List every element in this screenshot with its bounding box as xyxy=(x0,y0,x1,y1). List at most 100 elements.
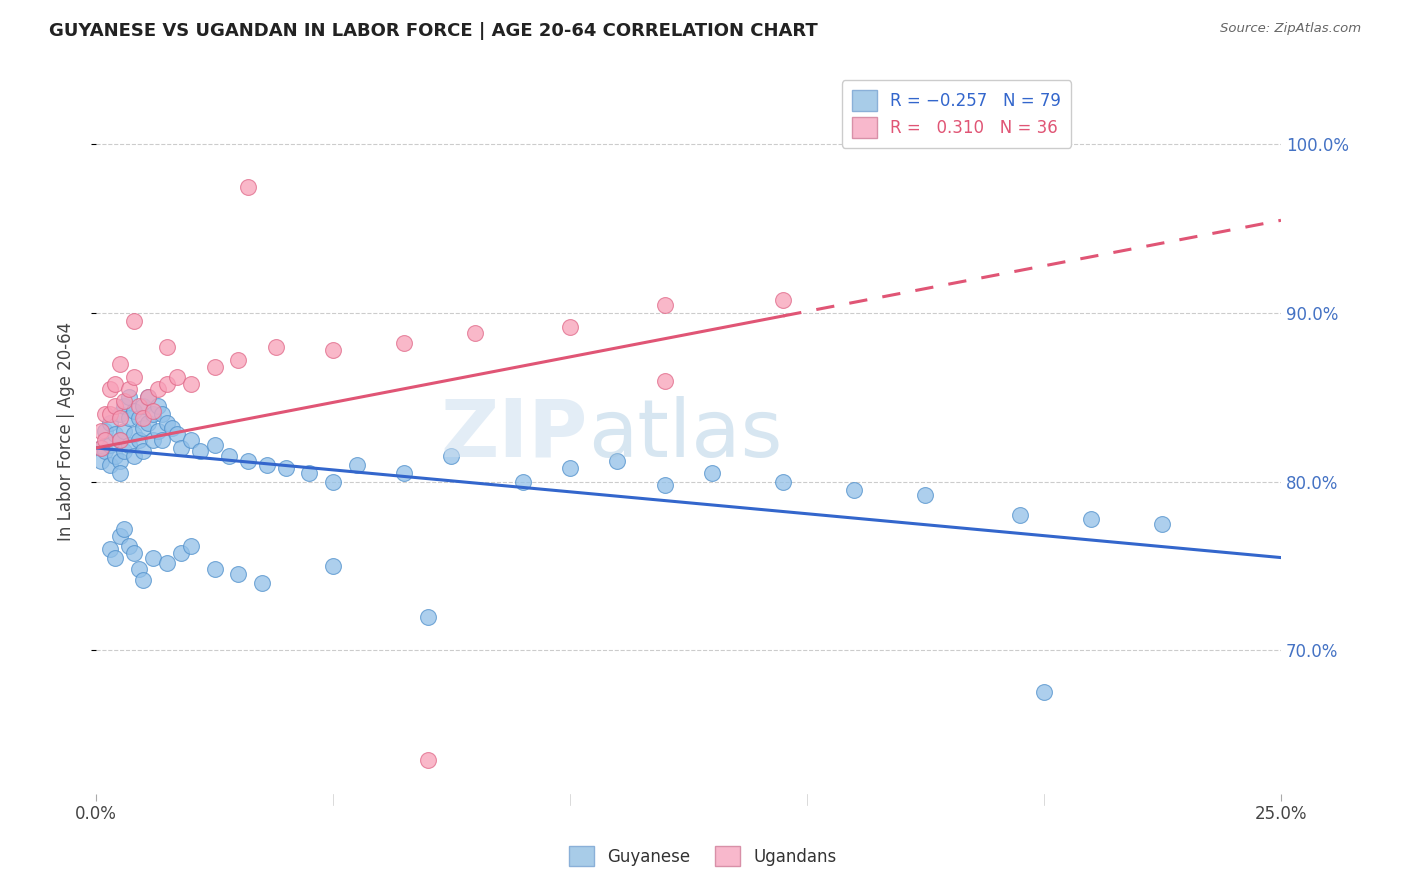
Point xyxy=(128,562,150,576)
Point xyxy=(104,450,127,464)
Point xyxy=(346,458,368,472)
Point xyxy=(236,179,259,194)
Point xyxy=(132,410,155,425)
Point xyxy=(132,573,155,587)
Point xyxy=(122,404,145,418)
Y-axis label: In Labor Force | Age 20-64: In Labor Force | Age 20-64 xyxy=(58,321,75,541)
Point xyxy=(156,376,179,391)
Point xyxy=(146,399,169,413)
Point xyxy=(558,461,581,475)
Point xyxy=(772,293,794,307)
Point xyxy=(104,376,127,391)
Point xyxy=(1010,508,1032,523)
Point xyxy=(1152,516,1174,531)
Point xyxy=(114,393,136,408)
Point xyxy=(104,427,127,442)
Legend: R = −0.257   N = 79, R =   0.310   N = 36: R = −0.257 N = 79, R = 0.310 N = 36 xyxy=(842,80,1071,148)
Point xyxy=(558,319,581,334)
Point xyxy=(136,390,159,404)
Text: Source: ZipAtlas.com: Source: ZipAtlas.com xyxy=(1220,22,1361,36)
Point xyxy=(90,454,112,468)
Point xyxy=(606,454,628,468)
Point xyxy=(322,559,344,574)
Point xyxy=(108,357,131,371)
Point xyxy=(122,370,145,384)
Point xyxy=(150,433,173,447)
Point xyxy=(108,433,131,447)
Point xyxy=(122,450,145,464)
Text: ZIP: ZIP xyxy=(440,396,588,474)
Point xyxy=(512,475,534,489)
Point xyxy=(844,483,866,497)
Point xyxy=(250,575,273,590)
Point xyxy=(702,467,724,481)
Point xyxy=(166,427,188,442)
Point xyxy=(226,567,249,582)
Point xyxy=(104,550,127,565)
Point xyxy=(108,410,131,425)
Point xyxy=(90,424,112,438)
Point xyxy=(914,488,936,502)
Point xyxy=(274,461,297,475)
Point xyxy=(1033,685,1056,699)
Point xyxy=(118,437,141,451)
Point xyxy=(772,475,794,489)
Text: atlas: atlas xyxy=(588,396,782,474)
Point xyxy=(142,433,165,447)
Point xyxy=(150,407,173,421)
Point xyxy=(156,416,179,430)
Point xyxy=(98,542,121,557)
Point xyxy=(118,382,141,396)
Point xyxy=(128,399,150,413)
Point xyxy=(322,343,344,358)
Point xyxy=(128,433,150,447)
Point xyxy=(90,441,112,455)
Point xyxy=(204,562,226,576)
Point xyxy=(98,416,121,430)
Point xyxy=(118,539,141,553)
Point xyxy=(170,441,193,455)
Point xyxy=(90,441,112,455)
Point xyxy=(114,522,136,536)
Point xyxy=(114,424,136,438)
Point xyxy=(256,458,278,472)
Point xyxy=(136,390,159,404)
Point xyxy=(132,399,155,413)
Point xyxy=(416,609,439,624)
Point xyxy=(322,475,344,489)
Point xyxy=(654,374,676,388)
Point xyxy=(298,467,321,481)
Point xyxy=(108,529,131,543)
Point xyxy=(218,450,240,464)
Point xyxy=(160,421,183,435)
Point xyxy=(114,399,136,413)
Point xyxy=(180,433,202,447)
Point xyxy=(108,454,131,468)
Point xyxy=(166,370,188,384)
Point xyxy=(416,753,439,767)
Point xyxy=(108,467,131,481)
Point xyxy=(108,407,131,421)
Point xyxy=(226,353,249,368)
Point xyxy=(440,450,463,464)
Point xyxy=(98,458,121,472)
Point xyxy=(142,407,165,421)
Point xyxy=(98,407,121,421)
Point xyxy=(128,410,150,425)
Point xyxy=(392,467,415,481)
Point xyxy=(132,444,155,458)
Point xyxy=(464,326,486,341)
Point xyxy=(122,545,145,559)
Point xyxy=(188,444,211,458)
Point xyxy=(156,340,179,354)
Point xyxy=(94,444,117,458)
Point xyxy=(204,437,226,451)
Point xyxy=(94,424,117,438)
Point xyxy=(94,407,117,421)
Point xyxy=(122,314,145,328)
Point xyxy=(1080,512,1102,526)
Point xyxy=(264,340,287,354)
Point xyxy=(142,404,165,418)
Point xyxy=(170,545,193,559)
Point xyxy=(94,433,117,447)
